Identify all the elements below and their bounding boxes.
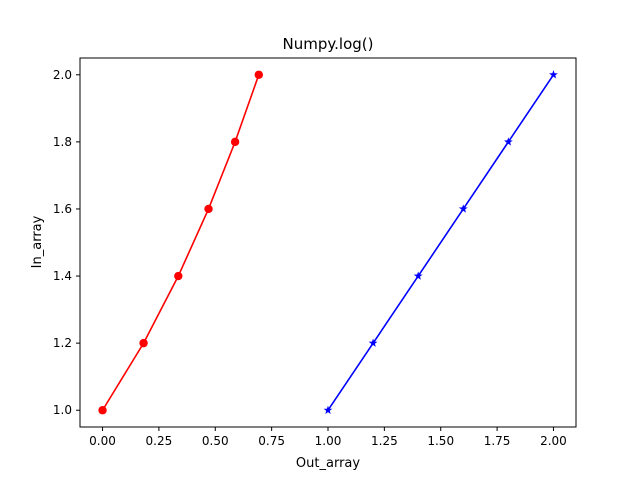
y-tick-label: 1.6 (53, 202, 72, 216)
x-tick-label: 0.75 (258, 434, 285, 448)
y-tick-label: 1.4 (53, 269, 72, 283)
plot-frame (79, 57, 577, 428)
series-1-line (101, 74, 260, 411)
x-tick-label: 0.50 (202, 434, 229, 448)
y-axis-label: In_array (30, 215, 45, 268)
y-tick-label: 1.2 (53, 336, 72, 350)
y-tick-label: 1.8 (53, 135, 72, 149)
x-tick-label: 0.25 (146, 434, 173, 448)
x-axis-label: Out_array (296, 456, 360, 471)
x-tick-label: 0.00 (89, 434, 116, 448)
series-1-point (254, 70, 263, 79)
series-layer (98, 70, 558, 415)
series-1-point (174, 271, 183, 281)
y-tick-label: 1.0 (53, 403, 72, 417)
x-tick-label: 1.75 (484, 434, 511, 448)
axes-layer: 0.00 0.25 0.50 0.75 1.00 1.25 1.50 1.75 2.00 1.0 1… (53, 57, 577, 448)
series-2-point (458, 204, 468, 213)
series-1-point (139, 338, 148, 348)
series-1-point (204, 204, 213, 214)
series-2-point (323, 405, 333, 414)
series-2-point (503, 137, 513, 146)
chart-title: Numpy.log() (283, 35, 374, 53)
x-tick-label: 1.00 (315, 434, 342, 448)
series-2-point (368, 338, 378, 347)
x-tick-label: 1.50 (427, 434, 454, 448)
series-1-point (98, 406, 107, 415)
x-tick-label: 2.00 (540, 434, 567, 448)
y-tick-label: 2.0 (53, 68, 72, 82)
series-2-point (549, 70, 558, 79)
series-1-point (230, 137, 240, 147)
series-2-line (327, 74, 555, 411)
x-tick-label: 1.25 (371, 434, 398, 448)
series-2-point (413, 271, 423, 280)
